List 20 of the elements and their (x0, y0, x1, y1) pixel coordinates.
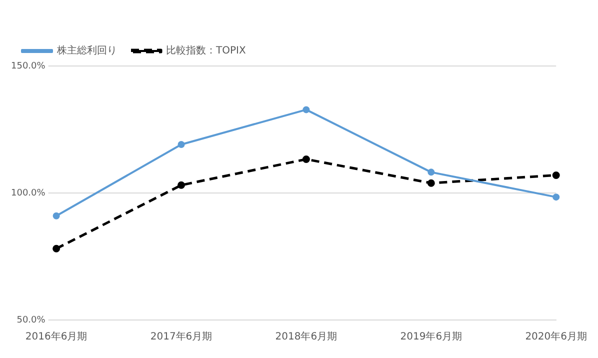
y-tick-label: 100.0% (10, 188, 46, 198)
legend-label: 株主総利回り (56, 44, 117, 57)
point (178, 181, 186, 189)
point (552, 194, 560, 201)
point (52, 244, 60, 252)
point (427, 179, 435, 187)
y-tick-label: 150.0% (10, 61, 46, 72)
x-tick-label: 2016年6月期 (25, 330, 88, 343)
legend-label: 比較指数：TOPIX (166, 44, 246, 57)
x-tick-label: 2018年6月期 (275, 330, 338, 343)
point (302, 106, 310, 114)
point (178, 140, 185, 148)
y-tick-label: 50.0% (16, 315, 46, 326)
point (52, 212, 60, 220)
point (428, 168, 435, 176)
x-tick-label: 2020年6月期 (525, 330, 587, 343)
point (302, 155, 310, 163)
x-tick-label: 2017年6月期 (150, 330, 212, 343)
point (552, 171, 560, 179)
x-tick-label: 2019年6月期 (400, 330, 462, 343)
